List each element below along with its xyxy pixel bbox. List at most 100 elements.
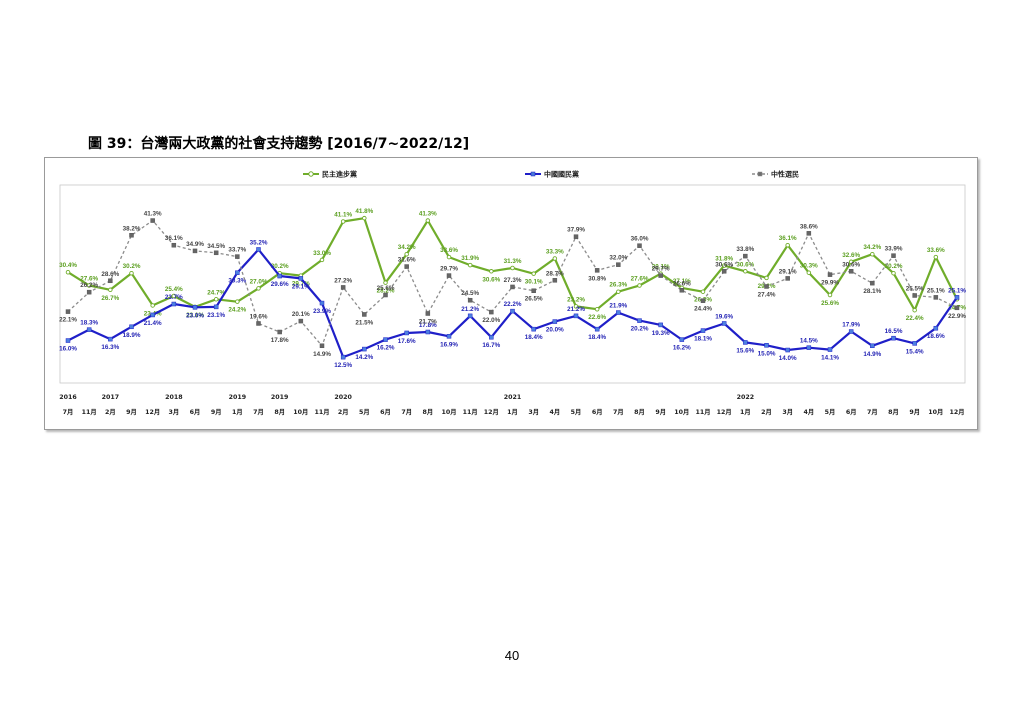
data-point (870, 251, 875, 257)
data-point (848, 259, 854, 265)
figure-title: 圖 39：台灣兩大政黨的社會支持趨勢 [2016/7~2022/12] (88, 136, 470, 152)
data-point (108, 278, 113, 284)
data-point (785, 276, 790, 281)
legend-item-1: 中國國民黨 (525, 170, 579, 179)
data-label: 19.3% (652, 330, 670, 337)
data-label: 26.3% (609, 282, 627, 289)
data-point (912, 341, 917, 346)
data-point (616, 262, 621, 267)
data-label: 30.1% (525, 279, 543, 286)
data-point (912, 307, 917, 313)
data-label: 30.2% (123, 263, 141, 270)
series-1: 16.0% 18.3% 16.3% 18.9%21.4% 23.7% 23.0% 23.1%… (59, 239, 966, 369)
data-label: 41.8% (355, 208, 373, 215)
data-point (171, 293, 177, 299)
data-point (319, 343, 325, 349)
data-label: 27.1% (673, 278, 691, 285)
data-point (616, 310, 621, 315)
data-point (129, 270, 134, 276)
data-label: 18.3% (80, 320, 98, 327)
x-tick-month: 5月 (359, 408, 370, 416)
data-point (65, 269, 71, 275)
data-label: 35.2% (250, 239, 268, 246)
data-label: 18.1% (694, 336, 712, 343)
data-label: 21.9% (609, 303, 627, 310)
x-tick-month: 6月 (846, 408, 857, 416)
data-label: 36.0% (631, 236, 649, 243)
x-tick-month: 12月 (484, 408, 499, 416)
data-point (531, 271, 536, 276)
data-point (467, 313, 473, 319)
data-point (721, 321, 727, 326)
x-tick-month: 9月 (126, 408, 137, 416)
data-label: 21.5% (355, 319, 373, 326)
data-label: 15.4% (906, 348, 924, 355)
data-point (65, 309, 71, 314)
x-axis: 2016 7月 11月 2017 2月 9月 12月 2018 3月 6月 9月 2019 1月 7月 20… (59, 394, 964, 416)
data-point (319, 300, 325, 306)
data-point (192, 248, 198, 254)
data-label: 33.0% (313, 250, 331, 257)
data-label: 38.6% (800, 223, 818, 230)
data-label: 17.6% (398, 338, 416, 345)
data-label: 28.6% (101, 271, 119, 278)
x-tick-month: 6月 (380, 408, 391, 416)
x-tick-month: 3月 (168, 408, 179, 416)
data-label: 30.1% (652, 264, 670, 271)
plot-area (59, 184, 966, 384)
data-label: 18.6% (927, 333, 945, 340)
data-label: 38.2% (123, 225, 141, 232)
data-label: 22.2% (504, 301, 522, 308)
data-point (700, 289, 706, 294)
data-label: 18.4% (525, 334, 543, 341)
data-point (764, 343, 769, 348)
data-point (362, 312, 367, 317)
data-point (277, 329, 282, 335)
data-label: 18.9% (123, 332, 141, 339)
x-tick-month: 6月 (592, 408, 603, 416)
x-tick-month: 9月 (211, 408, 222, 416)
data-point (806, 270, 812, 275)
data-point (319, 257, 325, 263)
x-tick-month: 8月 (888, 408, 899, 416)
data-point (277, 273, 282, 279)
data-point (425, 311, 431, 316)
data-point (827, 347, 833, 352)
x-tick-month: 9月 (655, 408, 666, 416)
data-label: 23.2% (567, 296, 585, 303)
data-label: 25.1% (927, 287, 945, 294)
data-point (340, 285, 346, 290)
data-point (933, 295, 939, 300)
data-label: 28.1% (863, 288, 881, 295)
data-point (446, 254, 452, 260)
data-label: 19.6% (715, 313, 733, 320)
data-point (446, 334, 452, 339)
legend-item-2: 中性選民 (752, 170, 799, 179)
data-label: 21.2% (567, 306, 585, 313)
data-point (467, 262, 473, 268)
data-label: 23.7% (165, 294, 183, 301)
data-point (129, 233, 134, 238)
data-point (594, 306, 600, 312)
data-label: 14.9% (313, 351, 331, 358)
data-label: 37.9% (567, 227, 585, 234)
data-point (743, 340, 748, 345)
legend: 民主進步黨 中國國民黨 中性選民 (303, 170, 799, 179)
data-label: 27.3% (504, 277, 522, 284)
data-label: 33.3% (546, 248, 564, 255)
data-point (764, 275, 769, 281)
data-label: 30.6% (842, 261, 860, 268)
x-tick-month: 11月 (82, 408, 97, 416)
data-label: 36.1% (779, 235, 797, 242)
data-label: 16.0% (59, 346, 77, 353)
x-tick-month: 2月 (761, 408, 772, 416)
data-label: 28.7% (546, 270, 564, 277)
data-point (404, 251, 409, 257)
x-tick-year: 2016 (59, 394, 77, 401)
data-point (383, 337, 388, 342)
data-point (129, 324, 134, 330)
data-point (256, 247, 261, 252)
data-point (65, 338, 71, 343)
data-point (552, 319, 558, 324)
x-tick-month: 11月 (695, 408, 710, 416)
